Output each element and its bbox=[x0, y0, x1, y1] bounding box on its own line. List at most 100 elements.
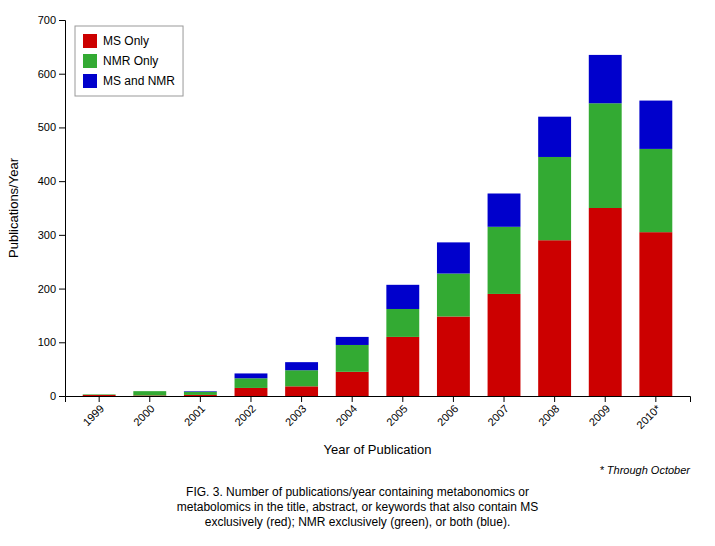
bar bbox=[488, 294, 521, 396]
tick-mark bbox=[59, 127, 65, 128]
bar bbox=[184, 395, 217, 396]
tick-mark bbox=[554, 396, 555, 402]
bar bbox=[386, 337, 419, 396]
legend-frame bbox=[75, 26, 183, 96]
tick-mark bbox=[605, 396, 606, 402]
tick-mark bbox=[453, 396, 454, 402]
bar bbox=[386, 309, 419, 337]
tick: 2010* bbox=[634, 396, 663, 431]
series bbox=[184, 55, 672, 392]
tick: 2009 bbox=[586, 396, 612, 428]
tick: 2007 bbox=[485, 396, 511, 428]
tick-label: 2010* bbox=[634, 402, 663, 431]
series bbox=[83, 103, 673, 395]
legend-item: MS and NMR bbox=[83, 74, 175, 88]
tick-mark bbox=[59, 235, 65, 236]
caption-line: exclusively (red); NMR exclusively (gree… bbox=[205, 515, 510, 529]
tick-label: 100 bbox=[38, 336, 56, 348]
tick: 2004 bbox=[333, 396, 359, 428]
bar bbox=[437, 242, 470, 273]
legend-item: NMR Only bbox=[83, 54, 158, 68]
tick-label: 2007 bbox=[485, 402, 511, 428]
tick-label: 700 bbox=[38, 14, 56, 26]
bar bbox=[133, 391, 166, 392]
tick: 700 bbox=[38, 14, 65, 26]
bar bbox=[639, 232, 672, 396]
tick-mark bbox=[99, 396, 100, 402]
tick: 300 bbox=[38, 229, 65, 241]
bar bbox=[488, 193, 521, 226]
tick-mark bbox=[59, 181, 65, 182]
bar bbox=[639, 101, 672, 149]
tick-label: 2006 bbox=[435, 402, 461, 428]
tick-mark bbox=[402, 396, 403, 402]
tick: 2000 bbox=[131, 396, 157, 428]
bar bbox=[437, 274, 470, 317]
tick: 400 bbox=[38, 175, 65, 187]
tick-mark bbox=[59, 20, 65, 21]
bar bbox=[488, 227, 521, 294]
tick: 600 bbox=[38, 68, 65, 80]
bar bbox=[285, 370, 318, 386]
bar bbox=[538, 117, 571, 157]
tick: 500 bbox=[38, 121, 65, 133]
bar bbox=[589, 103, 622, 208]
x-axis-title: Year of Publication bbox=[324, 442, 432, 457]
legend-swatch bbox=[83, 54, 97, 68]
tick-mark bbox=[250, 396, 251, 402]
tick-mark bbox=[504, 396, 505, 402]
legend-item: MS Only bbox=[83, 34, 149, 48]
tick-mark bbox=[149, 396, 150, 402]
x-axis: 1999200020012002200320042005200620072008… bbox=[66, 396, 691, 431]
tick: 200 bbox=[38, 283, 65, 295]
tick-label: 2002 bbox=[232, 402, 258, 428]
tick: 2003 bbox=[283, 396, 309, 428]
tick-label: 2009 bbox=[586, 402, 612, 428]
axis-line bbox=[66, 397, 691, 403]
tick-label: 300 bbox=[38, 229, 56, 241]
tick: 2008 bbox=[536, 396, 562, 428]
bar bbox=[386, 285, 419, 309]
legend-label: MS Only bbox=[103, 34, 149, 48]
tick-mark bbox=[59, 289, 65, 290]
note: * Through October bbox=[600, 464, 692, 476]
bar bbox=[589, 55, 622, 103]
bar bbox=[83, 394, 116, 396]
y-axis: 0100200300400500600700 bbox=[38, 14, 66, 402]
series bbox=[83, 208, 673, 396]
tick-label: 2008 bbox=[536, 402, 562, 428]
caption: FIG. 3. Number of publications/year cont… bbox=[177, 485, 539, 529]
bar bbox=[589, 208, 622, 396]
bar bbox=[538, 240, 571, 396]
legend: MS Only NMR Only MS and NMR bbox=[75, 26, 183, 96]
tick: 2006 bbox=[435, 396, 461, 428]
axis-line bbox=[59, 21, 66, 397]
caption-line: metabolomics in the title, abstract, or … bbox=[177, 500, 539, 514]
tick-label: 2000 bbox=[131, 402, 157, 428]
tick-label: 500 bbox=[38, 121, 56, 133]
bar bbox=[285, 386, 318, 396]
legend-swatch bbox=[83, 34, 97, 48]
bar bbox=[184, 392, 217, 395]
tick-mark bbox=[301, 396, 302, 402]
tick: 100 bbox=[38, 336, 65, 348]
legend-swatch bbox=[83, 74, 97, 88]
bars bbox=[83, 55, 673, 396]
bar bbox=[336, 337, 369, 345]
tick: 2005 bbox=[384, 396, 410, 428]
tick-mark bbox=[59, 342, 65, 343]
bar bbox=[336, 372, 369, 396]
tick-label: 400 bbox=[38, 175, 56, 187]
bar bbox=[235, 378, 268, 388]
bar bbox=[184, 391, 217, 393]
tick-mark bbox=[352, 396, 353, 402]
bar bbox=[639, 149, 672, 232]
bar bbox=[538, 157, 571, 240]
tick-label: 2005 bbox=[384, 402, 410, 428]
tick: 2001 bbox=[182, 396, 208, 428]
bar bbox=[83, 395, 116, 396]
bar bbox=[336, 345, 369, 372]
tick-mark bbox=[59, 396, 65, 397]
tick-mark bbox=[655, 396, 656, 402]
tick-mark bbox=[200, 396, 201, 402]
